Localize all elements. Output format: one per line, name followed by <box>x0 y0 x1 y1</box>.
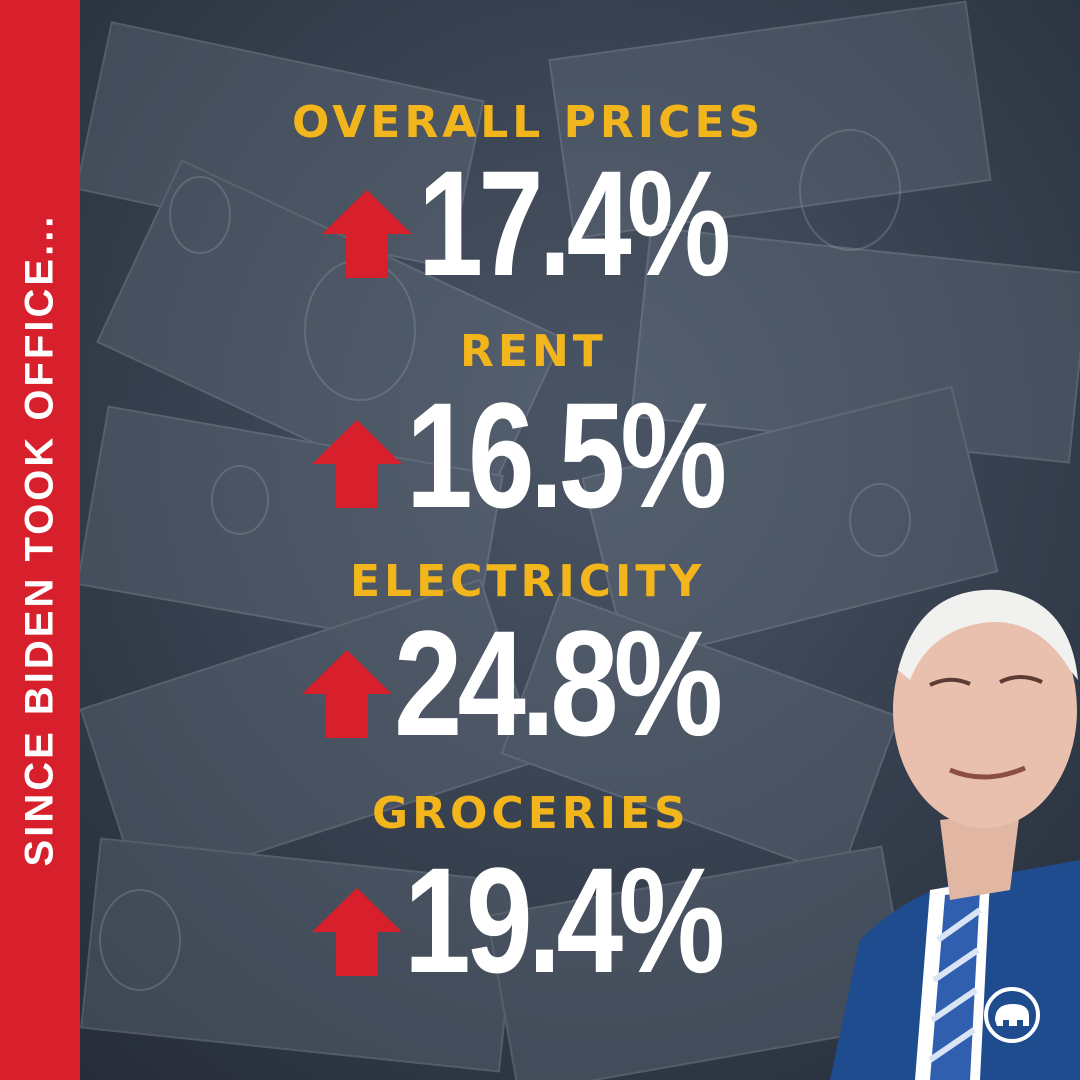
portrait-photo <box>830 589 1080 1080</box>
stat-label-overall-prices: OVERALL PRICES <box>292 97 765 148</box>
up-arrow-icon <box>312 888 402 976</box>
stat-value-overall-prices: 17.4% <box>418 139 731 307</box>
stat-value-electricity: 24.8% <box>394 599 723 767</box>
up-arrow-icon <box>312 420 402 508</box>
stat-label-electricity: ELECTRICITY <box>350 556 706 607</box>
gop-elephant-logo <box>984 987 1040 1043</box>
side-banner: SINCE BIDEN TOOK OFFICE... <box>0 0 80 1080</box>
stat-label-rent: RENT <box>460 326 607 377</box>
side-banner-text: SINCE BIDEN TOOK OFFICE... <box>17 213 62 867</box>
stat-label-groceries: GROCERIES <box>372 788 690 839</box>
stat-value-groceries: 19.4% <box>404 836 725 1004</box>
stat-value-rent: 16.5% <box>406 371 727 539</box>
up-arrow-icon <box>322 190 412 278</box>
up-arrow-icon <box>302 650 392 738</box>
